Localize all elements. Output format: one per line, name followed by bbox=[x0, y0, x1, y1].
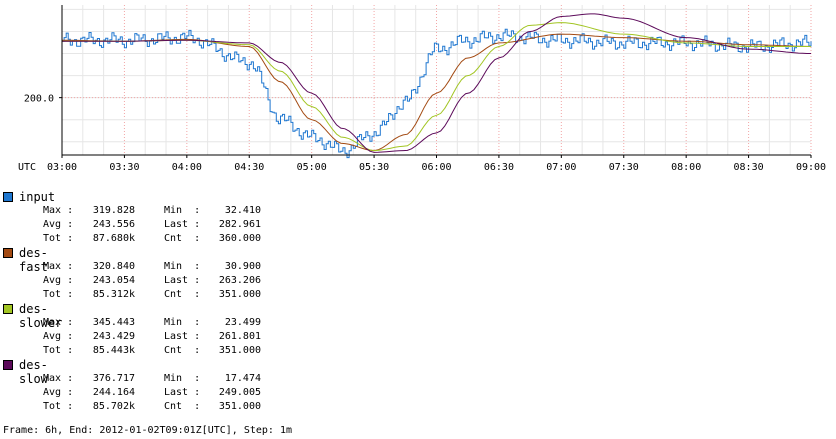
stat-avg-label: Avg : bbox=[43, 219, 74, 230]
stat-cnt-label: Cnt : bbox=[164, 233, 201, 244]
stat-avg-label: Avg : bbox=[43, 275, 74, 286]
stat-cnt-label: Cnt : bbox=[164, 289, 201, 300]
stat-min-label: Min : bbox=[164, 373, 201, 384]
stat-tot-value: 85.702k bbox=[92, 401, 135, 412]
stat-tot-label: Tot : bbox=[43, 233, 74, 244]
stat-cnt-value: 360.000 bbox=[218, 233, 261, 244]
stat-min-value: 23.499 bbox=[224, 317, 261, 328]
x-tick-label: 07:30 bbox=[609, 162, 639, 173]
series-line-des-fast bbox=[62, 33, 812, 152]
stat-last-label: Last : bbox=[164, 331, 201, 342]
stat-max-value: 319.828 bbox=[92, 205, 135, 216]
stat-tot-value: 87.680k bbox=[92, 233, 135, 244]
x-tick-label: 09:00 bbox=[796, 162, 826, 173]
x-tick-label: 06:00 bbox=[421, 162, 451, 173]
x-tick-label: 04:00 bbox=[172, 162, 202, 173]
series-line-des-slow bbox=[62, 13, 811, 153]
axes: 03:00 03:30 04:00 04:30 05:00 05:30 06:00 06:30… bbox=[18, 5, 826, 173]
legend-swatch bbox=[3, 304, 13, 314]
chart-plot: 03:00 03:30 04:00 04:30 05:00 05:30 06:00 06:30… bbox=[18, 5, 826, 173]
x-tick-label: 08:00 bbox=[671, 162, 701, 173]
timezone-label: UTC bbox=[18, 162, 36, 173]
stat-cnt-value: 351.000 bbox=[218, 345, 261, 356]
stat-last-label: Last : bbox=[164, 219, 201, 230]
stat-max-value: 345.443 bbox=[92, 317, 135, 328]
stat-min-label: Min : bbox=[164, 205, 201, 216]
y-tick-label: 200.0 bbox=[24, 94, 54, 105]
x-tick-label: 05:00 bbox=[297, 162, 327, 173]
x-tick-label: 04:30 bbox=[234, 162, 264, 173]
stat-max-label: Max : bbox=[43, 317, 74, 328]
legend-swatch bbox=[3, 360, 13, 370]
stat-last-label: Last : bbox=[164, 387, 201, 398]
stat-cnt-value: 351.000 bbox=[218, 401, 261, 412]
stat-avg-label: Avg : bbox=[43, 387, 74, 398]
legend-swatch bbox=[3, 248, 13, 258]
x-tick-label: 05:30 bbox=[359, 162, 389, 173]
stat-avg-value: 243.054 bbox=[92, 275, 135, 286]
stat-tot-label: Tot : bbox=[43, 345, 74, 356]
legend-swatch bbox=[3, 192, 13, 202]
stat-avg-value: 243.429 bbox=[92, 331, 135, 342]
stat-tot-label: Tot : bbox=[43, 289, 74, 300]
stat-min-label: Min : bbox=[164, 317, 201, 328]
stat-max-value: 376.717 bbox=[92, 373, 135, 384]
stat-max-value: 320.840 bbox=[92, 261, 135, 272]
stat-max-label: Max : bbox=[43, 261, 74, 272]
stat-avg-label: Avg : bbox=[43, 331, 74, 342]
x-tick-label: 08:30 bbox=[734, 162, 764, 173]
legend-series-name: des-slow bbox=[19, 358, 48, 386]
stat-max-label: Max : bbox=[43, 205, 74, 216]
stat-cnt-label: Cnt : bbox=[164, 401, 201, 412]
stat-last-value: 282.961 bbox=[218, 219, 261, 230]
legend-series-name: input bbox=[19, 190, 56, 204]
stat-avg-value: 243.556 bbox=[92, 219, 135, 230]
x-tick-label: 06:30 bbox=[484, 162, 514, 173]
series-lines bbox=[62, 13, 812, 159]
stat-cnt-value: 351.000 bbox=[218, 289, 261, 300]
grid-lines bbox=[61, 5, 812, 155]
stat-min-value: 30.900 bbox=[224, 261, 261, 272]
stat-min-label: Min : bbox=[164, 261, 201, 272]
stat-cnt-label: Cnt : bbox=[164, 345, 201, 356]
stat-last-value: 263.206 bbox=[218, 275, 261, 286]
stat-last-value: 261.801 bbox=[218, 331, 261, 342]
stat-tot-label: Tot : bbox=[43, 401, 74, 412]
x-tick-label: 03:30 bbox=[109, 162, 139, 173]
stat-max-label: Max : bbox=[43, 373, 74, 384]
stat-tot-value: 85.443k bbox=[92, 345, 135, 356]
x-tick-label: 03:00 bbox=[47, 162, 77, 173]
x-tick-label: 07:00 bbox=[546, 162, 576, 173]
stat-min-value: 32.410 bbox=[224, 205, 261, 216]
stat-avg-value: 244.164 bbox=[92, 387, 135, 398]
chart-footer: Frame: 6h, End: 2012-01-02T09:01Z[UTC], … bbox=[3, 425, 292, 436]
legend-series-name: des-slower bbox=[19, 302, 63, 330]
stat-last-value: 249.005 bbox=[218, 387, 261, 398]
legend-series-name: des-fast bbox=[19, 246, 48, 274]
series-line-input bbox=[62, 28, 812, 159]
stat-last-label: Last : bbox=[164, 275, 201, 286]
stat-tot-value: 85.312k bbox=[92, 289, 135, 300]
stat-min-value: 17.474 bbox=[224, 373, 261, 384]
